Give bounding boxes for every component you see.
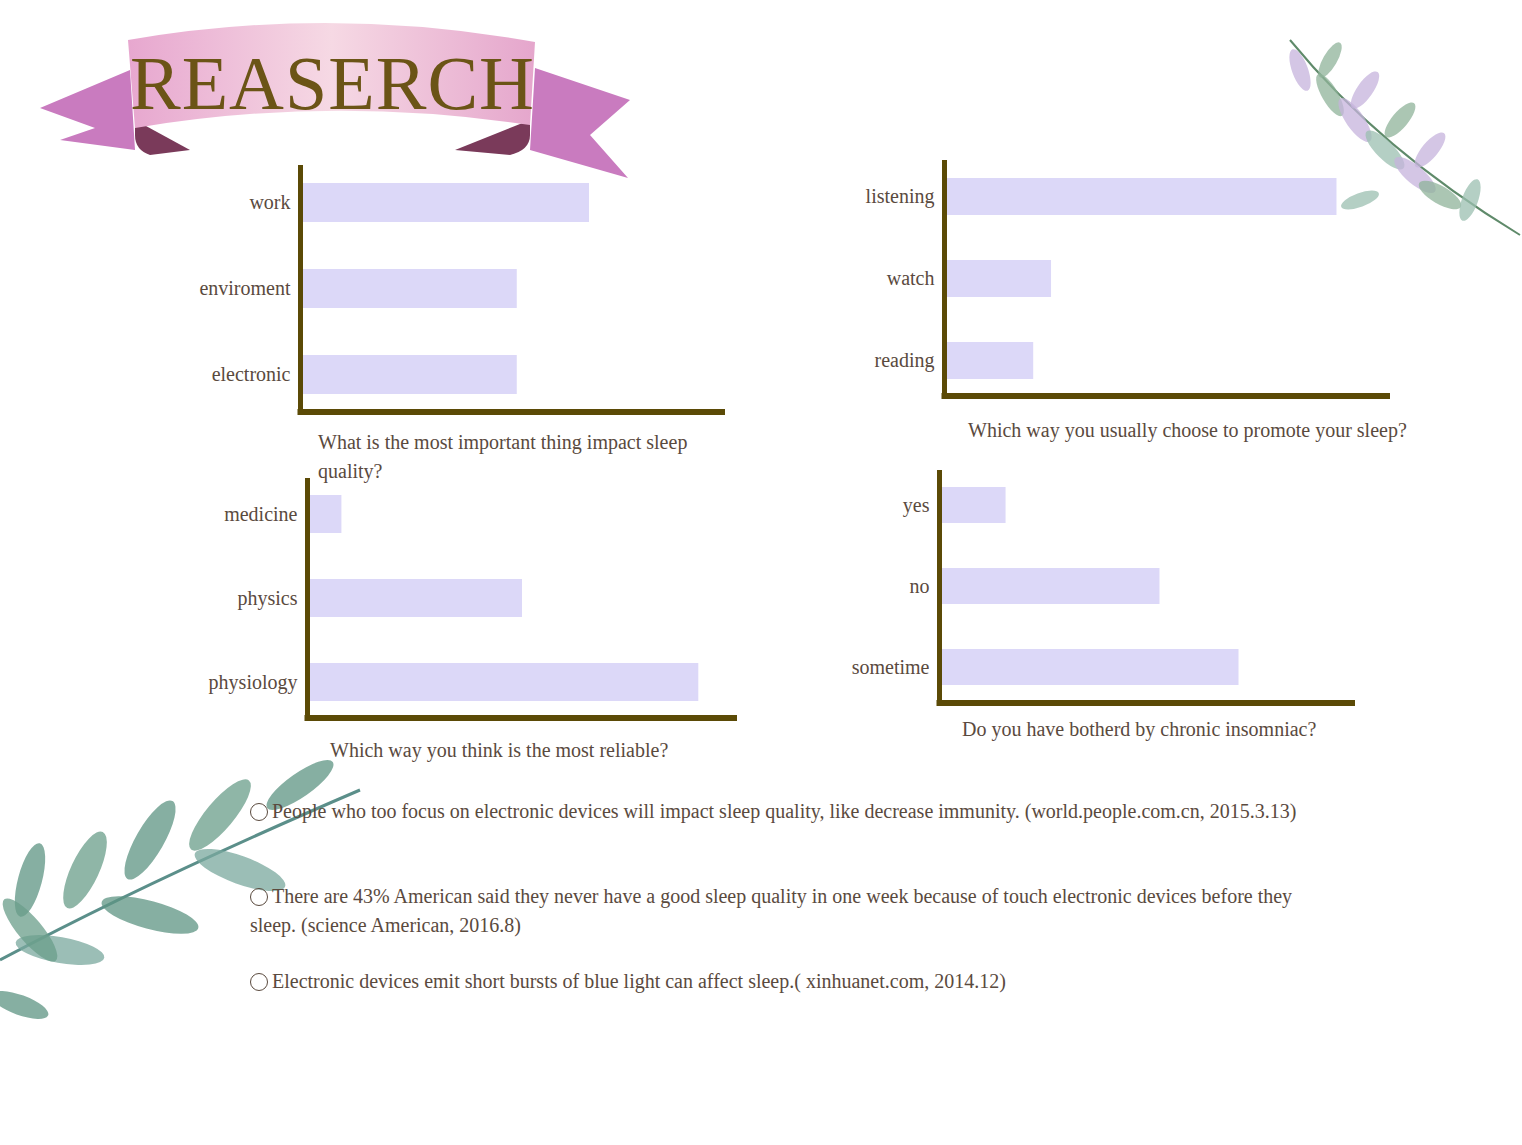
- svg-text:no: no: [910, 575, 930, 597]
- svg-text:watch: watch: [887, 267, 935, 289]
- html-text:People who too focus on electr: People who too focus on electronic devic…: [272, 800, 1297, 822]
- html-text:There are 43% American said th: There are 43% American said they never h…: [250, 885, 1293, 936]
- svg-text:physiology: physiology: [209, 671, 298, 694]
- svg-text:electronic: electronic: [212, 363, 291, 385]
- svg-text:yes: yes: [903, 494, 930, 517]
- html-text:REASERCH: REASERCH: [130, 41, 535, 125]
- html-text:Which way you usually choose t: Which way you usually choose to promote …: [968, 419, 1407, 441]
- svg-text:medicine: medicine: [224, 503, 297, 525]
- html-text:Which way you think is the mos: Which way you think is the most reliable…: [330, 739, 669, 761]
- svg-text:physics: physics: [238, 587, 298, 610]
- svg-text:listening: listening: [866, 185, 935, 208]
- svg-text:work: work: [249, 191, 290, 213]
- html-text:What is the most important thi: What is the most important thing impact …: [318, 431, 688, 482]
- html-text:Do you have botherd by chronic: Do you have botherd by chronic insomniac…: [962, 718, 1317, 740]
- html-text:Electronic devices emit short: Electronic devices emit short bursts of …: [272, 970, 1006, 992]
- svg-text:sometime: sometime: [852, 656, 930, 678]
- svg-text:reading: reading: [875, 349, 935, 372]
- svg-text:enviroment: enviroment: [199, 277, 291, 299]
